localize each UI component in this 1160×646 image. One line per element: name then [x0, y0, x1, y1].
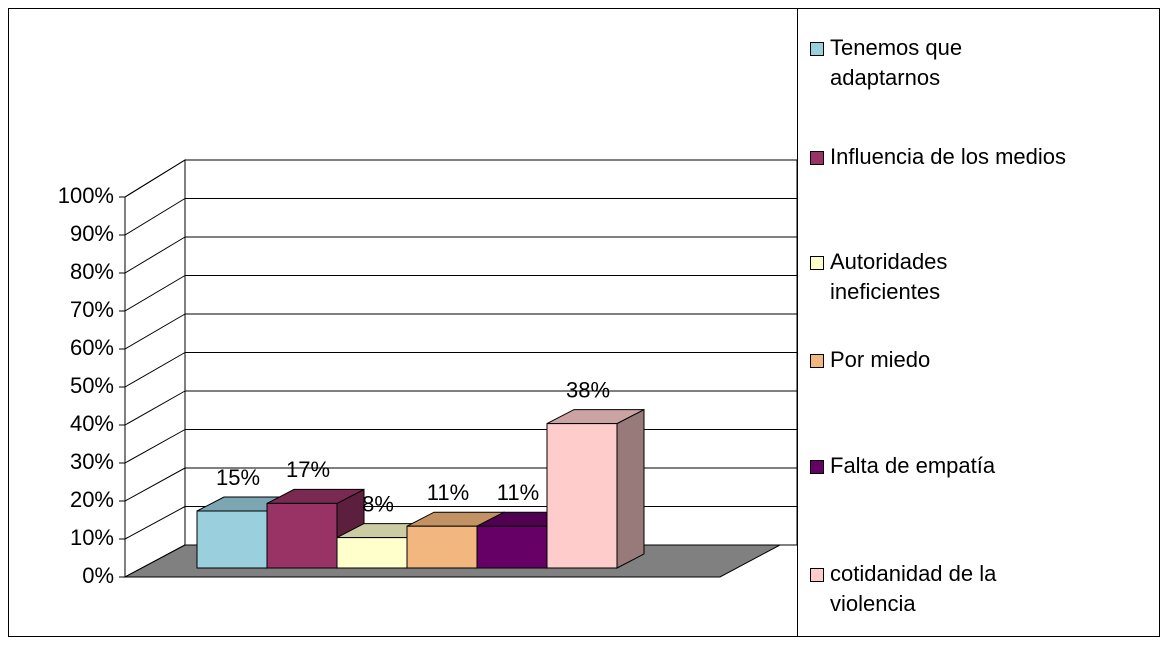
- bar: [196, 510, 268, 569]
- legend-swatch: [810, 354, 824, 368]
- legend-label: Falta de empatía: [830, 453, 996, 478]
- grid-line: [124, 352, 186, 388]
- y-tick-label: 10%: [70, 525, 114, 550]
- y-tick-label: 90%: [70, 221, 114, 246]
- bar: [476, 525, 548, 569]
- data-label: 17%: [286, 457, 330, 482]
- y-tick-label: 80%: [70, 259, 114, 284]
- grid-line: [124, 429, 186, 464]
- legend-label: Influencia de los medios: [830, 144, 1067, 169]
- legend-label: Tenemos que adaptarnos: [830, 35, 963, 90]
- bar: [406, 525, 478, 569]
- bar: [336, 537, 408, 569]
- grid-line: [124, 275, 186, 312]
- y-tick-label: 70%: [70, 297, 114, 322]
- grid-line: [124, 236, 186, 274]
- legend-swatch: [810, 151, 824, 165]
- y-tick-label: 40%: [70, 411, 114, 436]
- legend-label: cotidanidad de la violencia: [830, 561, 997, 616]
- legend-swatch: [810, 460, 824, 474]
- y-tick-label: 30%: [70, 449, 114, 474]
- legend-label: Autoridades ineficientes: [830, 249, 948, 304]
- legend-border: [797, 8, 1160, 637]
- bar: [546, 423, 618, 569]
- side-wall: [124, 159, 186, 578]
- legend-swatch: [810, 568, 824, 582]
- grid-line: [124, 467, 186, 502]
- legend-label: Por miedo: [830, 347, 931, 372]
- data-label: 15%: [216, 465, 260, 490]
- grid-line: [124, 506, 186, 540]
- y-tick-label: 0%: [82, 563, 114, 588]
- grid-line: [124, 390, 186, 426]
- grid-line: [124, 313, 186, 350]
- data-label: 11%: [427, 480, 469, 505]
- y-tick-label: 50%: [70, 373, 114, 398]
- legend-swatch: [810, 256, 824, 270]
- grid-line: [124, 198, 186, 236]
- y-tick-label: 100%: [58, 183, 114, 208]
- data-label: 38%: [566, 377, 610, 402]
- bar: [266, 502, 338, 569]
- y-tick-label: 20%: [70, 487, 114, 512]
- bar-side: [616, 408, 645, 569]
- data-label: 11%: [497, 480, 539, 505]
- y-tick-label: 60%: [70, 335, 114, 360]
- grid-line: [124, 159, 186, 198]
- legend-swatch: [810, 42, 824, 56]
- data-label: 8%: [362, 491, 394, 516]
